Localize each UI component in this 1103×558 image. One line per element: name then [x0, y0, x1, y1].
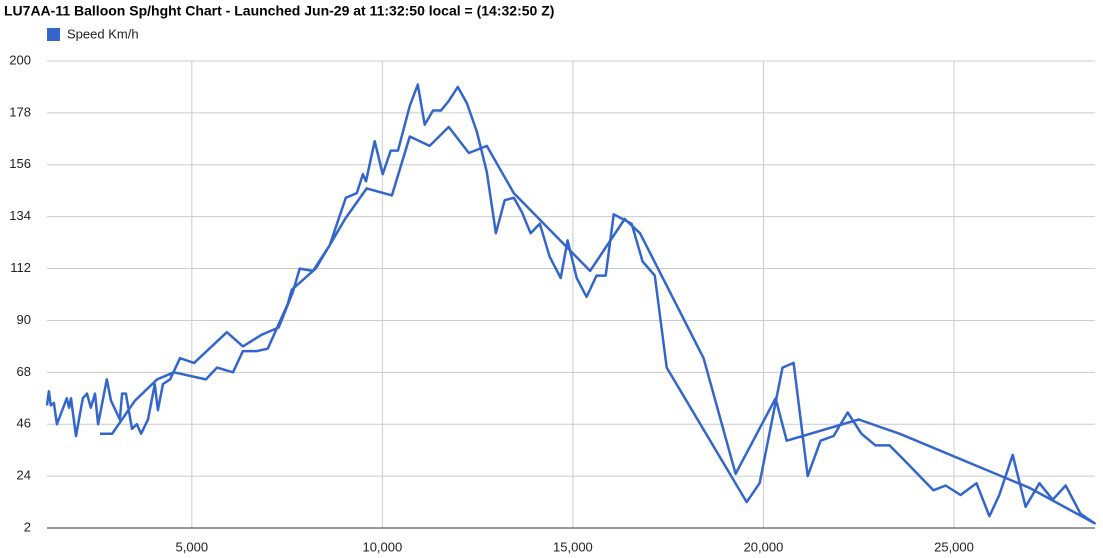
x-tick-label: 10,000: [362, 539, 402, 554]
y-tick-label: 200: [9, 52, 31, 67]
x-tick-label: 15,000: [553, 539, 593, 554]
chart-title: LU7AA-11 Balloon Sp/hght Chart - Launche…: [4, 3, 554, 19]
y-tick-label: 46: [17, 416, 31, 431]
y-tick-label: 2: [24, 519, 31, 534]
y-tick-label: 178: [9, 104, 31, 119]
y-tick-label: 24: [17, 468, 31, 483]
legend-swatch: [47, 28, 60, 41]
y-tick-label: 134: [9, 208, 31, 223]
y-tick-label: 112: [10, 260, 31, 275]
x-tick-label: 25,000: [934, 539, 974, 554]
x-tick-label: 20,000: [744, 539, 784, 554]
y-tick-label: 68: [17, 364, 31, 379]
data-line: [45, 83, 1096, 525]
y-tick-label: 156: [9, 156, 31, 171]
y-tick-label: 90: [17, 312, 31, 327]
x-tick-label: 5,000: [176, 539, 209, 554]
legend-label[interactable]: Speed Km/h: [67, 26, 139, 41]
